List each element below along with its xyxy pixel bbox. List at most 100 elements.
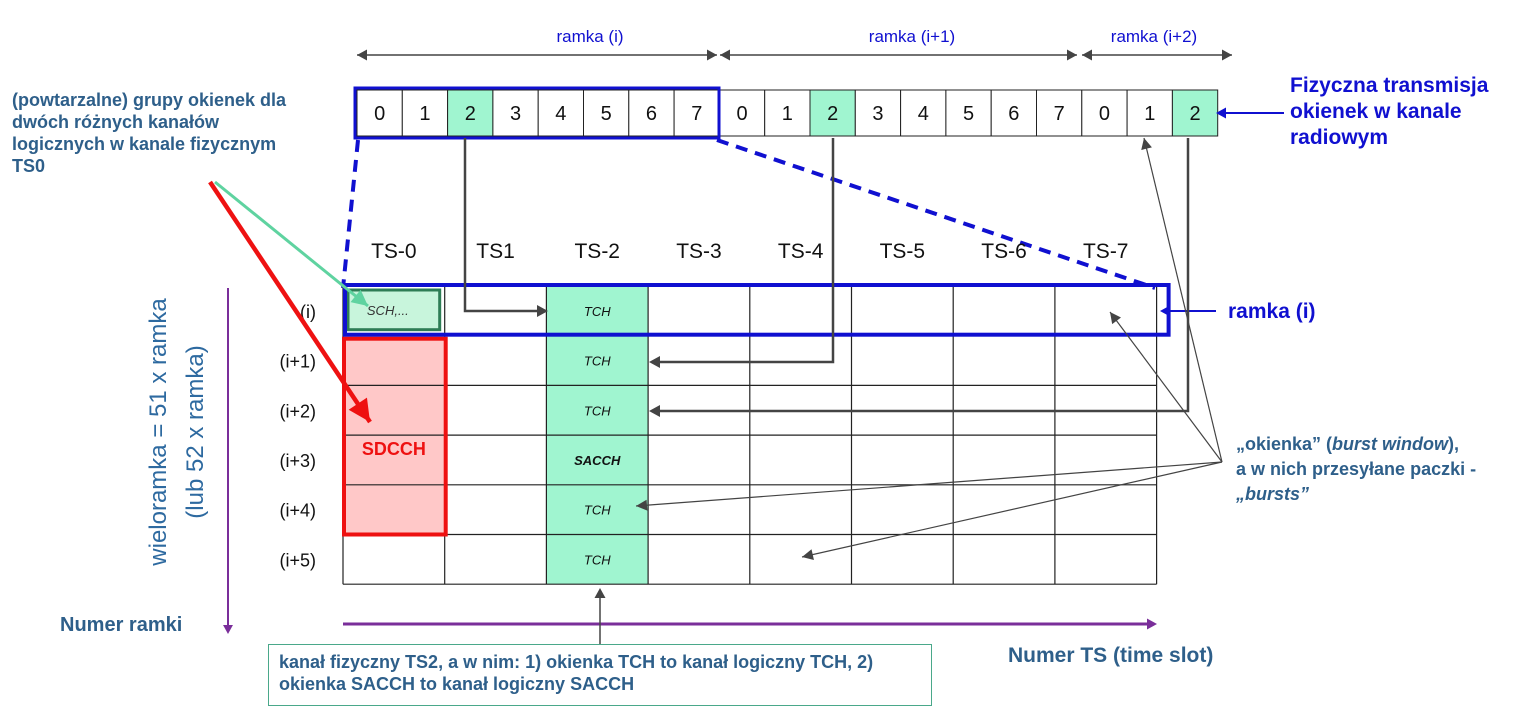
note-arrow-sch-shaft [214, 180, 369, 308]
transmission-slot [1081, 89, 1128, 137]
frame-span-arrowhead-left [720, 49, 730, 61]
frame-span-label: ramka (i+1) [869, 27, 955, 46]
transmission-slot-number: 3 [872, 103, 883, 125]
transmission-slot [990, 89, 1038, 137]
note-arrow-sdcch-head [348, 397, 370, 422]
burst-pointer-frame-i-head [1110, 312, 1121, 325]
burst-pointer-empty-head [802, 549, 814, 560]
map-arrow-frame-i1 [656, 138, 835, 364]
frame-span-arrowhead-left [1082, 49, 1092, 61]
transmission-slot-number: 7 [691, 103, 702, 125]
transmission-slot [537, 89, 585, 137]
row-label: (i+5) [279, 550, 316, 570]
frame-i-label: ramka (i) [1228, 300, 1316, 323]
sdcch-box [342, 336, 448, 537]
transmission-slot-number: 1 [1144, 103, 1155, 125]
burst-pointer-tch-head [636, 499, 648, 511]
groups-note: (powtarzalne) grupy okienek dla dwóch ró… [12, 90, 287, 176]
ts-header: TS-2 [574, 240, 620, 263]
sdcch-label: SDCCH [362, 439, 426, 459]
row-label: (i) [300, 302, 316, 322]
row-label: (i+1) [279, 352, 316, 372]
transmission-slot [401, 89, 449, 137]
frame-span-arrowhead-right [707, 49, 717, 61]
frame-span-arrowhead-right [1067, 49, 1077, 61]
ts-header: TS-6 [981, 240, 1027, 263]
tch-cell-label: TCH [584, 403, 611, 418]
transmission-slot-number: 4 [555, 103, 566, 125]
multiframe-label: wieloramka = 51 x ramka [145, 298, 172, 567]
transmission-slot [764, 89, 811, 137]
row-label: (i+3) [279, 451, 316, 471]
frame-i-highlight-box [353, 86, 721, 140]
map-arrow-frame-i1-head [649, 355, 660, 369]
map-arrow-frame-i-head [537, 304, 548, 318]
transmission-label: Fizyczna transmisja okienek w kanale rad… [1290, 74, 1489, 149]
note-arrow-sch-head [350, 289, 368, 306]
tch-cell-label: TCH [584, 552, 611, 567]
transmission-slot [1126, 89, 1173, 137]
row-label: (i+2) [279, 401, 316, 421]
transmission-slot-number: 4 [918, 103, 929, 125]
frame-i-pointer-head [1160, 305, 1170, 317]
transmission-slot-number: 1 [419, 103, 430, 125]
frame-span-label: ramka (i) [556, 27, 623, 46]
transmission-slot-number: 5 [963, 103, 974, 125]
transmission-slot-number: 6 [1008, 103, 1019, 125]
frame-span-arrowhead-left [357, 49, 367, 61]
map-arrow-frame-i2 [656, 138, 1190, 413]
transmission-slot [945, 89, 992, 137]
tch-cell-label: TCH [584, 304, 611, 319]
burst-pointer-empty-shaft [801, 461, 1223, 558]
burst-pointer-frame-i-shaft [1109, 311, 1223, 463]
ts2-note: kanał fizyczny TS2, a w nim: 1) okienka … [268, 644, 932, 706]
burst-pointer-tch-shaft [635, 461, 1223, 507]
transmission-slot [718, 89, 766, 137]
burst-pointer-strip-shaft [1143, 137, 1223, 463]
tch-cell-label: TCH [584, 354, 611, 369]
ts-number-axis-head [1147, 618, 1157, 630]
ts2-note-pointer-head [594, 588, 606, 598]
transmission-slot-number: 0 [1099, 103, 1110, 125]
sch-cell-label: SCH,... [367, 303, 409, 318]
map-arrow-frame-i2-head [649, 404, 660, 418]
transmission-slot-number: 0 [374, 103, 385, 125]
transmission-slot [628, 89, 675, 137]
burst-pointer-strip-head [1141, 138, 1152, 150]
transmission-slot-number: 5 [601, 103, 612, 125]
row-label: (i+4) [279, 501, 316, 521]
ts-header: TS1 [476, 240, 515, 263]
tch-cell-label: TCH [584, 503, 611, 518]
map-arrow-frame-i [463, 138, 542, 313]
transmission-slot [1171, 89, 1219, 137]
transmission-slot [492, 89, 539, 137]
frame-number-label: Numer ramki [60, 614, 183, 636]
zoom-line-left [341, 139, 360, 289]
transmission-slot-number: 2 [1189, 103, 1200, 125]
transmission-slot-number: 7 [1054, 103, 1065, 125]
ts2-note-text: kanał fizyczny TS2, a w nim: 1) okienka … [279, 652, 874, 694]
transmission-pointer-head [1216, 107, 1226, 119]
transmission-slot-number: 3 [510, 103, 521, 125]
zoom-line-right [716, 138, 1156, 290]
frame-number-axis-head [223, 625, 233, 634]
transmission-slot [900, 89, 947, 137]
burst-line-3: „bursts” [1236, 484, 1310, 504]
ts-number-label: Numer TS (time slot) [1008, 644, 1214, 667]
burst-line-2: a w nich przesyłane paczki - [1236, 459, 1477, 479]
frame-span-arrowhead-right [1222, 49, 1232, 61]
ts-header: TS-4 [778, 240, 824, 263]
transmission-slot-number: 6 [646, 103, 657, 125]
frame-span-label: ramka (i+2) [1111, 27, 1197, 46]
multiframe-sublabel: (lub 52 x ramka) [182, 345, 209, 518]
ts-header: TS-0 [371, 240, 417, 263]
transmission-slot [673, 89, 720, 137]
note-arrow-sdcch-shaft [208, 180, 372, 424]
burst-window-label: „okienka” (burst window), a w nich przes… [1236, 432, 1526, 507]
transmission-slot-number: 2 [827, 103, 838, 125]
ts-header: TS-7 [1083, 240, 1129, 263]
ts-header: TS-3 [676, 240, 722, 263]
sacch-cell-label: SACCH [574, 453, 621, 468]
